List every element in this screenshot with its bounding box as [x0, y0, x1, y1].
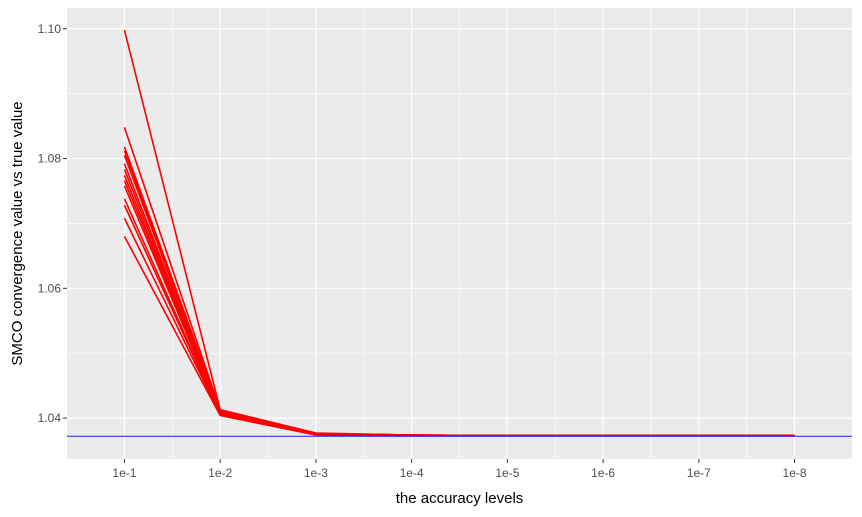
x-tick-label: 1e-2 — [208, 466, 232, 480]
x-tick-label: 1e-6 — [591, 466, 615, 480]
x-axis-ticks: 1e-1 1e-2 1e-3 1e-4 1e-5 1e-6 1e-7 1e-8 — [112, 459, 807, 480]
x-tick-label: 1e-8 — [783, 466, 807, 480]
x-tick-label: 1e-4 — [400, 466, 424, 480]
x-tick-label: 1e-1 — [112, 466, 136, 480]
y-tick-label: 1.10 — [38, 22, 62, 36]
y-tick-label: 1.04 — [38, 411, 62, 425]
y-axis-title: SMCO convergence value vs true value — [9, 101, 26, 365]
y-tick-label: 1.06 — [38, 281, 62, 295]
x-axis-title: the accuracy levels — [396, 490, 524, 507]
y-axis-ticks: 1.04 1.06 1.08 1.10 — [38, 22, 67, 425]
y-tick-label: 1.08 — [38, 152, 62, 166]
x-tick-label: 1e-5 — [495, 466, 519, 480]
series-line — [123, 236, 795, 437]
x-tick-label: 1e-3 — [304, 466, 328, 480]
series-lines — [123, 29, 795, 437]
x-tick-label: 1e-7 — [687, 466, 711, 480]
major-gridlines — [67, 8, 852, 459]
